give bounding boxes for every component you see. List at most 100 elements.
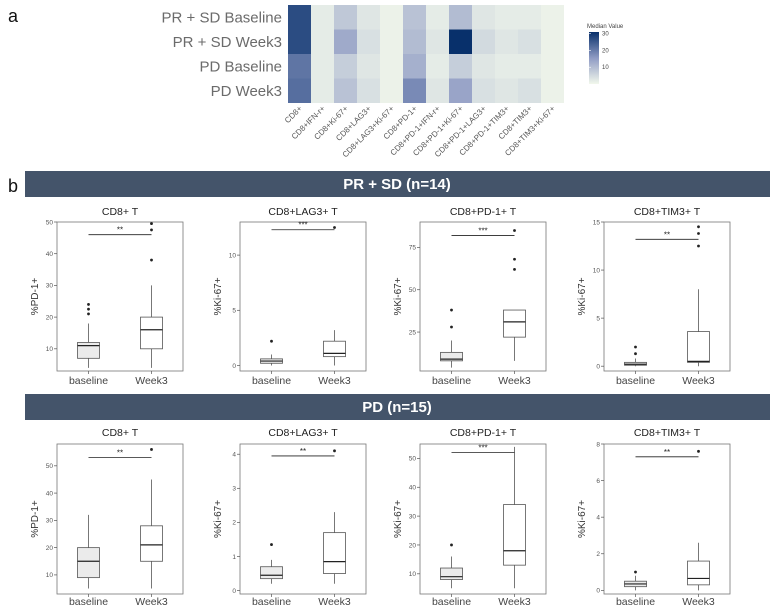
heatmap-cell: [311, 54, 334, 79]
heatmap-cell: [311, 5, 334, 30]
outlier-point: [87, 307, 90, 311]
outlier-point: [634, 570, 637, 574]
heatmap-cell: [495, 29, 518, 54]
plot-frame: [239, 221, 367, 372]
x-tick-label: Week3: [682, 596, 715, 608]
plot-title: CD8+ T: [102, 206, 139, 218]
y-tick-label: 8: [596, 441, 600, 448]
heatmap-cell: [403, 5, 426, 30]
outlier-point: [150, 228, 153, 232]
plot-frame: [419, 443, 547, 595]
heatmap-cell: [518, 29, 541, 54]
plot-title: CD8+TIM3+ T: [634, 427, 701, 439]
plot-title: CD8+ T: [102, 427, 139, 439]
outlier-point: [697, 225, 700, 229]
significance-label: **: [117, 449, 123, 458]
x-tick-label: Week3: [318, 375, 351, 387]
boxplot-pd_lag3: CD8+LAG3+ T %Ki-67+ 0 1 2 3 4 baseline Week3 **: [213, 427, 367, 608]
x-tick-label: baseline: [432, 596, 471, 608]
y-tick-label: 30: [409, 513, 417, 520]
heatmap-column-label: CD8+: [283, 104, 304, 125]
y-tick-label: 20: [46, 314, 54, 321]
outlier-point: [333, 226, 336, 229]
y-axis-label: %Ki-67+: [577, 500, 588, 538]
y-tick-label: 50: [409, 287, 417, 294]
y-axis-label: %PD-1+: [30, 500, 41, 538]
heatmap-cell: [426, 54, 449, 79]
x-tick-label: Week3: [498, 375, 531, 387]
boxplot-prsd_lag3: CD8+LAG3+ T %Ki-67+ 0 5 10 baseline Week3 ***: [213, 206, 367, 387]
heatmap-legend-tick-label: 20: [602, 48, 609, 54]
outlier-point: [150, 448, 153, 451]
outlier-point: [513, 257, 516, 261]
box: [77, 547, 100, 579]
y-tick-label: 30: [46, 518, 54, 525]
y-tick-label: 5: [232, 308, 236, 315]
heatmap-cell: [518, 54, 541, 79]
section-banner: [25, 171, 770, 197]
heatmap-cell: [472, 5, 495, 30]
heatmap-cell: [403, 29, 426, 54]
boxplot-pd_tim3: CD8+TIM3+ T %Ki-67+ 0 2 4 6 8 baseline Week3 **: [577, 427, 731, 608]
plot-frame: [56, 221, 184, 372]
y-axis-label: %Ki-67+: [577, 277, 588, 315]
heatmap: PR + SD Baseline PR + SD Week3 PD Baseline…: [162, 5, 624, 159]
heatmap-cell: [380, 54, 403, 79]
outlier-point: [87, 312, 90, 316]
y-tick-label: 50: [46, 219, 54, 226]
plot-frame: [603, 221, 731, 372]
outlier-point: [150, 258, 153, 262]
heatmap-cell: [426, 5, 449, 30]
heatmap-cell: [426, 78, 449, 103]
heatmap-legend-tick-label: 10: [602, 65, 609, 71]
section-banner-label: PR + SD (n=14): [343, 176, 451, 193]
y-tick-label: 40: [46, 251, 54, 258]
heatmap-cell: [403, 54, 426, 79]
plot-title: CD8+LAG3+ T: [268, 206, 338, 218]
heatmap-row-label: PR + SD Baseline: [162, 9, 282, 26]
heatmap-cell: [288, 78, 311, 103]
x-tick-label: Week3: [135, 596, 168, 608]
boxplot-pd_pd1: CD8+PD-1+ T %Ki-67+ 10 20 30 40 50 baseline Week…: [393, 427, 547, 608]
y-axis-label: %Ki-67+: [393, 277, 404, 315]
outlier-point: [333, 449, 336, 453]
heatmap-cell: [334, 29, 357, 54]
x-tick-label: Week3: [498, 596, 531, 608]
y-tick-label: 10: [409, 571, 417, 578]
x-tick-label: Week3: [135, 375, 168, 387]
y-tick-label: 25: [409, 329, 417, 336]
outlier-point: [270, 543, 273, 546]
outlier-point: [450, 543, 453, 547]
panel-b-letter: b: [8, 176, 18, 196]
y-tick-label: 0: [232, 588, 236, 595]
plot-title: CD8+TIM3+ T: [634, 206, 701, 218]
box: [503, 504, 526, 566]
outlier-point: [513, 229, 516, 232]
y-tick-label: 0: [596, 588, 600, 595]
heatmap-cell: [518, 78, 541, 103]
section-banner-label: PD (n=15): [362, 399, 432, 416]
panel-a-letter: a: [8, 6, 19, 26]
x-tick-label: baseline: [252, 375, 291, 387]
y-axis-label: %Ki-67+: [213, 500, 224, 538]
boxplot-panels: PR + SD (n=14)PD (n=15)CD8+ T%PD-1+10203…: [25, 171, 770, 608]
x-tick-label: Week3: [318, 596, 351, 608]
significance-label: ***: [478, 444, 487, 453]
boxplot-pd_cd8: CD8+ T %PD-1+ 10 20 30 40 50 baseline Week3 **: [30, 427, 184, 608]
heatmap-cell: [334, 54, 357, 79]
significance-label: **: [117, 226, 123, 235]
y-tick-label: 0: [232, 363, 236, 370]
box: [140, 316, 163, 350]
heatmap-cell: [518, 5, 541, 30]
outlier-point: [87, 303, 90, 306]
boxplot-prsd_tim3: CD8+TIM3+ T %Ki-67+ 0 5 10 15 baseline Week3 **: [577, 206, 731, 387]
heatmap-row-label: PR + SD Week3: [173, 34, 282, 51]
box: [323, 532, 346, 574]
section-banner: [25, 394, 770, 420]
heatmap-cell: [357, 5, 380, 30]
significance-label: **: [300, 447, 306, 456]
x-tick-label: baseline: [69, 596, 108, 608]
heatmap-row-label: PD Week3: [211, 83, 282, 100]
y-tick-label: 1: [232, 554, 236, 561]
